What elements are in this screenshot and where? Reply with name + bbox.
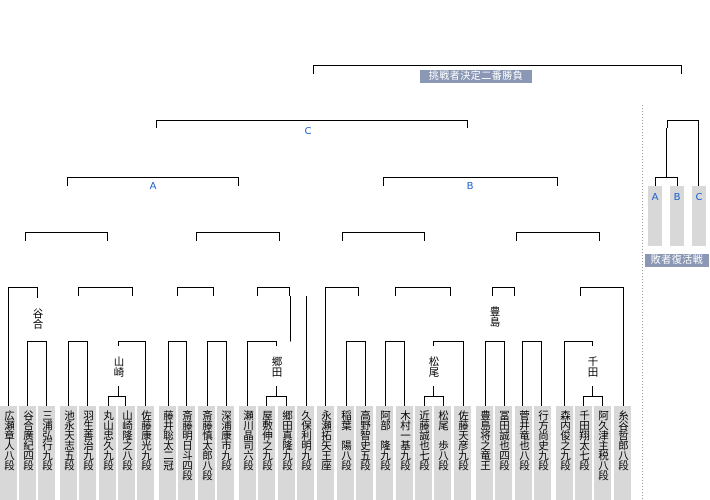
block-c-connector: [156, 120, 468, 128]
player-yamasaki: 山崎隆之八段: [118, 406, 135, 500]
player-yashiki: 屋敷伸之九段: [258, 406, 275, 500]
player-fujii: 藤井聡太二冠: [159, 406, 176, 500]
player-kubo: 久保利明九段: [297, 406, 314, 500]
seed-label-gouda: 郷田: [265, 346, 287, 386]
revival-connector-ab: [655, 177, 678, 186]
final-title: 挑戦者決定二番勝負: [420, 70, 532, 83]
seed-label-toyoshima: 豊島: [483, 296, 505, 336]
pair-sugai-namekata: [522, 341, 542, 406]
player-hirose: 広瀬章人八段: [0, 406, 17, 500]
player-akutsu: 阿久津主税八段: [594, 406, 611, 500]
player-fukaura: 深浦康市九段: [217, 406, 234, 500]
player-miura: 三浦弘行九段: [38, 406, 55, 500]
connector-nagase-inaba: [325, 287, 359, 296]
revival-block-a: A: [648, 186, 662, 246]
connector-segawa-gouda: [257, 287, 290, 296]
connector-hirose-taniai: [8, 287, 38, 406]
player-gouda: 郷田真隆九段: [278, 406, 295, 500]
player-kimura: 木村一基九段: [396, 406, 413, 500]
pair-yashiki-gouda: [266, 396, 287, 406]
seed-label-matsuo: 松尾: [422, 346, 444, 386]
player-maruyama: 丸山忠久九段: [99, 406, 116, 500]
player-sugai: 菅井竜也八段: [515, 406, 532, 500]
player-toyoshima: 豊島将之竜王: [476, 406, 493, 500]
player-kondo: 近藤誠也七段: [415, 406, 432, 500]
player-namekata: 行方尚史九段: [534, 406, 551, 500]
connector-a1: [25, 232, 108, 241]
pair-maruyama-yamasaki: [108, 396, 126, 406]
connector-fujii-saito: [177, 287, 214, 296]
player-nagase: 永瀬拓矢王座: [317, 406, 334, 500]
player-segawa: 瀬川晶司六段: [239, 406, 256, 500]
losers-bracket-title: 敗者復活戦: [645, 254, 709, 267]
player-habu: 羽生善治九段: [79, 406, 96, 500]
pair-abe-kimura: [385, 341, 405, 406]
player-taniai: 谷合廣紀四段: [19, 406, 36, 500]
player-sato-amahiko: 佐藤天彦九段: [454, 406, 471, 500]
final-connector: [313, 65, 682, 74]
revival-block-b: B: [670, 186, 684, 246]
pair-fujii-saito-asuto: [168, 341, 187, 406]
block-label-c: C: [304, 126, 312, 137]
player-inaba: 稲葉 陽八段: [337, 406, 354, 500]
pair-toyoshima-tomita: [485, 341, 505, 406]
pair-saito-fukaura: [207, 341, 227, 406]
connector-a2: [196, 232, 280, 241]
player-moriuchi: 森内俊之九段: [556, 406, 573, 500]
revival-connector-c: [667, 120, 699, 186]
connector-senda-itodani: [580, 287, 624, 406]
player-sato-yasumitsu: 佐藤康光九段: [137, 406, 154, 500]
pair-inaba-takano: [346, 341, 366, 406]
connector-b1: [342, 232, 425, 241]
player-matsuo: 松尾 歩八段: [434, 406, 451, 500]
player-abe: 阿部 隆九段: [376, 406, 393, 500]
block-b-connector: [383, 177, 558, 186]
player-tomita: 冨田誠也四段: [495, 406, 512, 500]
connector-ikenaga-yamasaki: [78, 287, 133, 296]
player-itodani: 糸谷哲郎八段: [614, 406, 631, 500]
player-senda: 千田翔太七段: [575, 406, 592, 500]
pair-taniai-miura: [27, 341, 47, 406]
seed-label-senda: 千田: [581, 346, 603, 386]
block-label-a: A: [149, 181, 157, 192]
player-saito-shintaro: 斎藤慎太郎八段: [198, 406, 215, 500]
seed-label-taniai: 谷合: [26, 298, 48, 338]
pair-senda-akutsu: [583, 396, 603, 406]
player-ikenaga: 池永天志五段: [60, 406, 77, 500]
connector-takano-matsuo: [395, 287, 451, 296]
revival-block-c: C: [692, 186, 706, 246]
block-a-connector: [67, 177, 239, 186]
pair-kondo-matsuo: [424, 396, 444, 406]
pair-ikenaga-habu: [68, 341, 88, 406]
connector-b2: [516, 232, 600, 241]
seed-label-yamasaki: 山崎: [107, 346, 129, 386]
connector-toyoshima: [492, 287, 515, 296]
player-takano: 高野智史五段: [356, 406, 373, 500]
player-saito-asuto: 斎藤明日斗四段: [178, 406, 195, 500]
block-label-b: B: [466, 181, 474, 192]
